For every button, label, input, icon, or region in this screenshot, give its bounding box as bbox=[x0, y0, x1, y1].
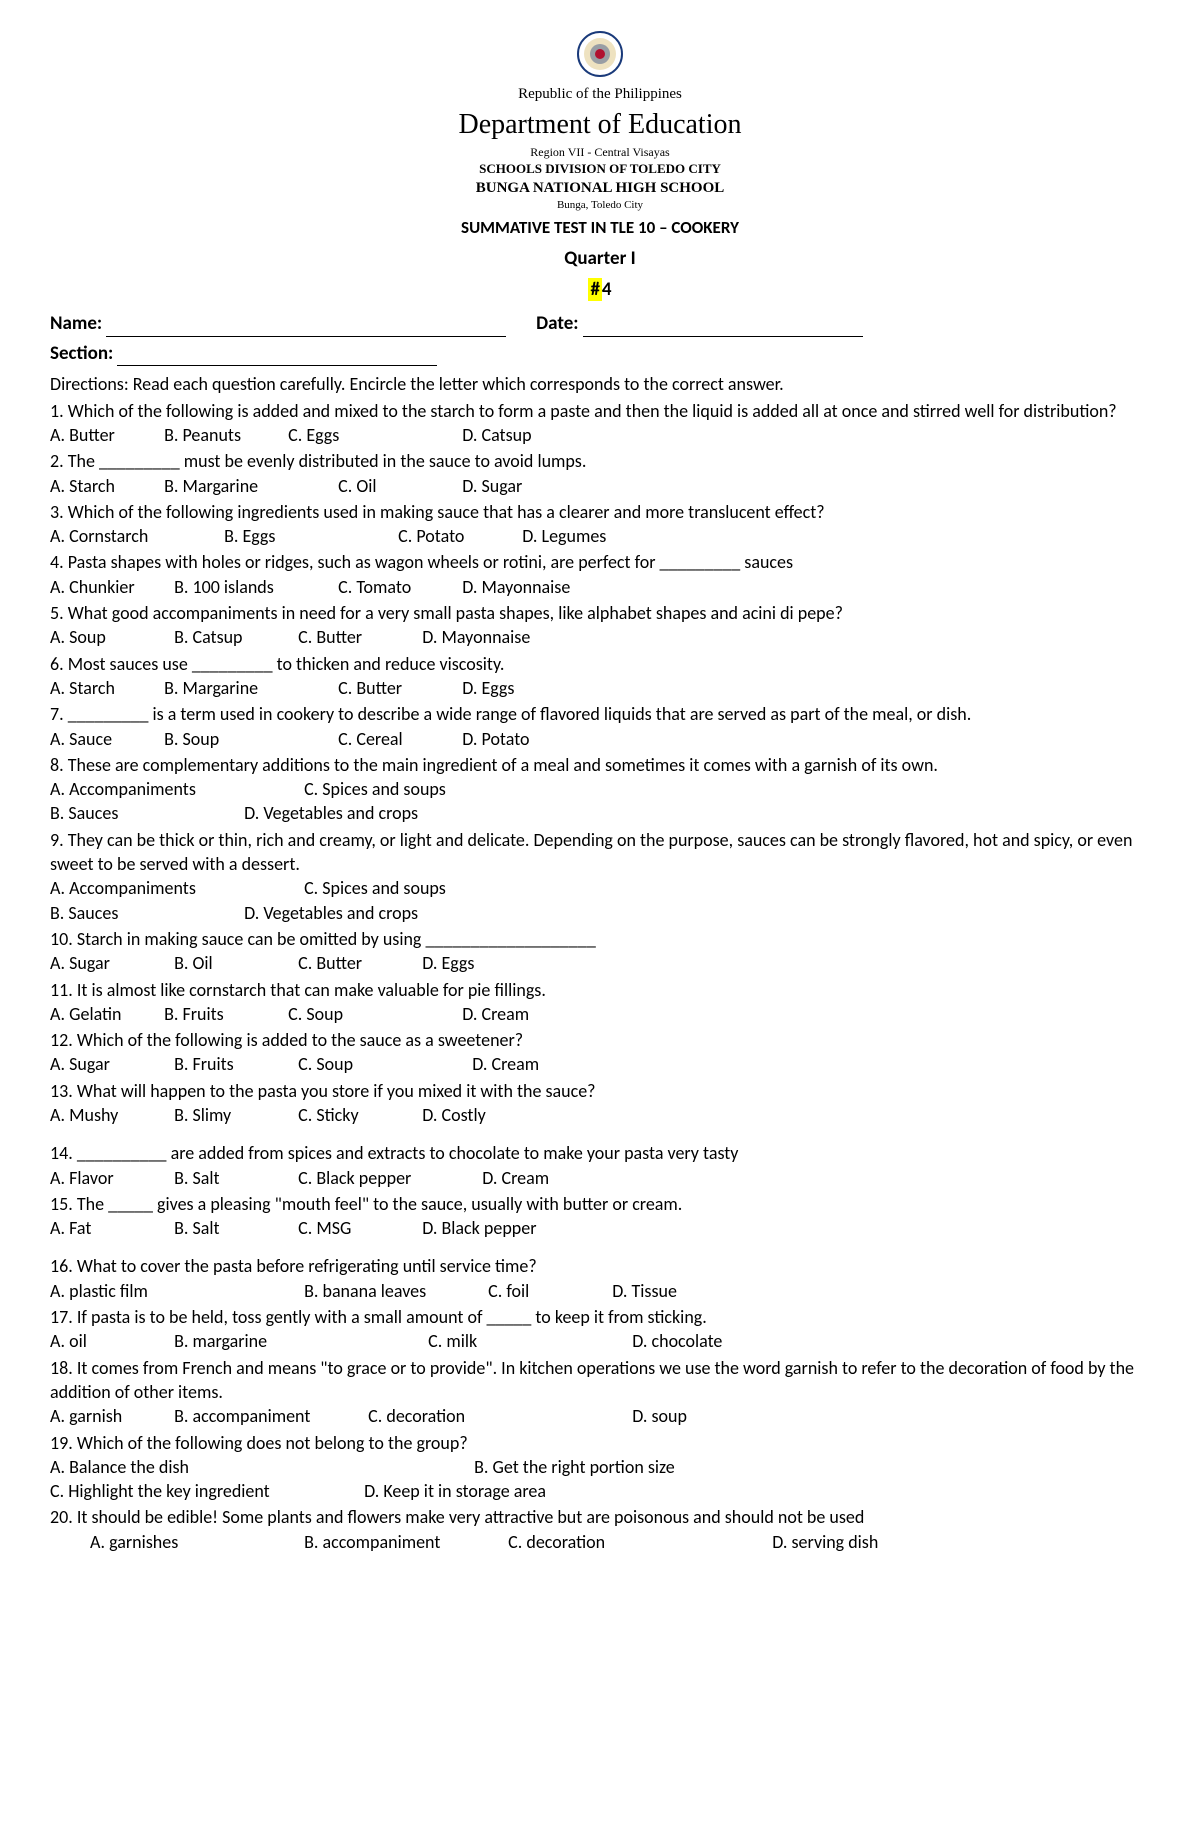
question-19-options-row1: A. Balance the dish B. Get the right por… bbox=[50, 1455, 1150, 1479]
address-line: Bunga, Toledo City bbox=[50, 198, 1150, 213]
question-18: 18. It comes from French and means "to g… bbox=[50, 1356, 1150, 1405]
directions-text: Directions: Read each question carefully… bbox=[50, 372, 1150, 396]
question-4-options: A. Chunkier B. 100 islands C. Tomato D. … bbox=[50, 575, 1150, 599]
question-8: 8. These are complementary additions to … bbox=[50, 753, 1150, 777]
question-14-options: A. Flavor B. Salt C. Black pepper D. Cre… bbox=[50, 1166, 1150, 1190]
question-18-options: A. garnish B. accompaniment C. decoratio… bbox=[50, 1404, 1150, 1428]
test-title: SUMMATIVE TEST IN TLE 10 – COOKERY bbox=[50, 217, 1150, 240]
question-11: 11. It is almost like cornstarch that ca… bbox=[50, 978, 1150, 1002]
question-15-options: A. Fat B. Salt C. MSG D. Black pepper bbox=[50, 1216, 1150, 1240]
question-17-options: A. oil B. margarine C. milk D. chocolate bbox=[50, 1329, 1150, 1353]
republic-line: Republic of the Philippines bbox=[50, 84, 1150, 104]
question-5: 5. What good accompaniments in need for … bbox=[50, 601, 1150, 625]
question-5-options: A. Soup B. Catsup C. Butter D. Mayonnais… bbox=[50, 625, 1150, 649]
question-14: 14. __________ are added from spices and… bbox=[50, 1141, 1150, 1165]
question-2-options: A. Starch B. Margarine C. Oil D. Sugar bbox=[50, 474, 1150, 498]
question-6: 6. Most sauces use _________ to thicken … bbox=[50, 652, 1150, 676]
question-16: 16. What to cover the pasta before refri… bbox=[50, 1254, 1150, 1278]
question-16-options: A. plastic film B. banana leaves C. foil… bbox=[50, 1279, 1150, 1303]
question-13-options: A. Mushy B. Slimy C. Sticky D. Costly bbox=[50, 1103, 1150, 1127]
question-1: 1. Which of the following is added and m… bbox=[50, 399, 1150, 423]
question-6-options: A. Starch B. Margarine C. Butter D. Eggs bbox=[50, 676, 1150, 700]
question-11-options: A. Gelatin B. Fruits C. Soup D. Cream bbox=[50, 1002, 1150, 1026]
question-1-options: A. Butter B. Peanuts C. Eggs D. Catsup bbox=[50, 423, 1150, 447]
question-9: 9. They can be thick or thin, rich and c… bbox=[50, 828, 1150, 877]
question-3: 3. Which of the following ingredients us… bbox=[50, 500, 1150, 524]
region-line: Region VII - Central Visayas bbox=[50, 144, 1150, 160]
test-number: #4 bbox=[50, 277, 1150, 303]
quarter-line: Quarter I bbox=[50, 246, 1150, 272]
question-2: 2. The _________ must be evenly distribu… bbox=[50, 449, 1150, 473]
section-label: Section: bbox=[50, 341, 113, 367]
question-15: 15. The _____ gives a pleasing "mouth fe… bbox=[50, 1192, 1150, 1216]
date-line bbox=[583, 311, 863, 337]
school-line: BUNGA NATIONAL HIGH SCHOOL bbox=[50, 178, 1150, 198]
question-20-options: A. garnishes B. accompaniment C. decorat… bbox=[50, 1530, 1150, 1554]
name-line bbox=[106, 311, 506, 337]
question-12: 12. Which of the following is added to t… bbox=[50, 1028, 1150, 1052]
question-19: 19. Which of the following does not belo… bbox=[50, 1431, 1150, 1455]
date-label: Date: bbox=[536, 311, 578, 337]
question-8-options-row2: B. Sauces D. Vegetables and crops bbox=[50, 801, 1150, 825]
question-9-options-row2: B. Sauces D. Vegetables and crops bbox=[50, 901, 1150, 925]
section-line bbox=[117, 341, 437, 367]
question-7-options: A. Sauce B. Soup C. Cereal D. Potato bbox=[50, 727, 1150, 751]
question-20: 20. It should be edible! Some plants and… bbox=[50, 1505, 1150, 1529]
name-label: Name: bbox=[50, 311, 102, 337]
division-line: SCHOOLS DIVISION OF TOLEDO CITY bbox=[50, 160, 1150, 178]
question-12-options: A. Sugar B. Fruits C. Soup D. Cream bbox=[50, 1052, 1150, 1076]
question-13: 13. What will happen to the pasta you st… bbox=[50, 1079, 1150, 1103]
question-3-options: A. Cornstarch B. Eggs C. Potato D. Legum… bbox=[50, 524, 1150, 548]
question-7: 7. _________ is a term used in cookery t… bbox=[50, 702, 1150, 726]
question-9-options-row1: A. Accompaniments C. Spices and soups bbox=[50, 876, 1150, 900]
deped-seal-icon bbox=[576, 30, 624, 78]
question-17: 17. If pasta is to be held, toss gently … bbox=[50, 1305, 1150, 1329]
question-19-options-row2: C. Highlight the key ingredient D. Keep … bbox=[50, 1479, 1150, 1503]
question-10-options: A. Sugar B. Oil C. Butter D. Eggs bbox=[50, 951, 1150, 975]
department-line: Department of Education bbox=[50, 106, 1150, 144]
question-10: 10. Starch in making sauce can be omitte… bbox=[50, 927, 1150, 951]
question-8-options-row1: A. Accompaniments C. Spices and soups bbox=[50, 777, 1150, 801]
question-4: 4. Pasta shapes with holes or ridges, su… bbox=[50, 550, 1150, 574]
